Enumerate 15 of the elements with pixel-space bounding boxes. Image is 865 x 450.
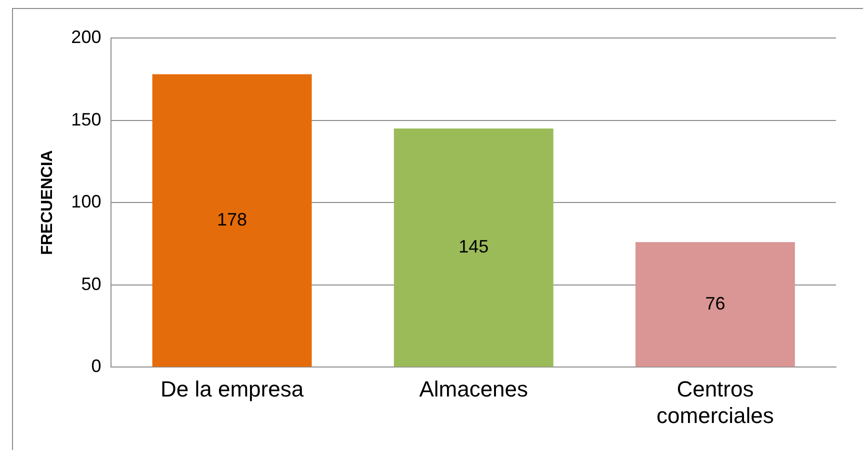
- x-tick-label: Centros comerciales: [656, 376, 774, 428]
- y-axis-title: FRECUENCIA: [39, 150, 56, 256]
- y-tick-label: 50: [81, 274, 102, 294]
- data-label: 76: [705, 293, 726, 314]
- x-tick-label: De la empresa: [160, 376, 304, 402]
- x-tick-label: Almacenes: [419, 376, 528, 402]
- bar: [152, 74, 312, 367]
- y-tick-label: 150: [71, 109, 102, 130]
- y-tick-label: 0: [91, 356, 102, 376]
- bar: [394, 128, 554, 367]
- bar: [635, 242, 795, 367]
- y-tick-label: 200: [71, 26, 102, 47]
- y-tick-label: 100: [71, 192, 102, 212]
- data-label: 178: [217, 209, 248, 230]
- data-label: 145: [458, 236, 489, 257]
